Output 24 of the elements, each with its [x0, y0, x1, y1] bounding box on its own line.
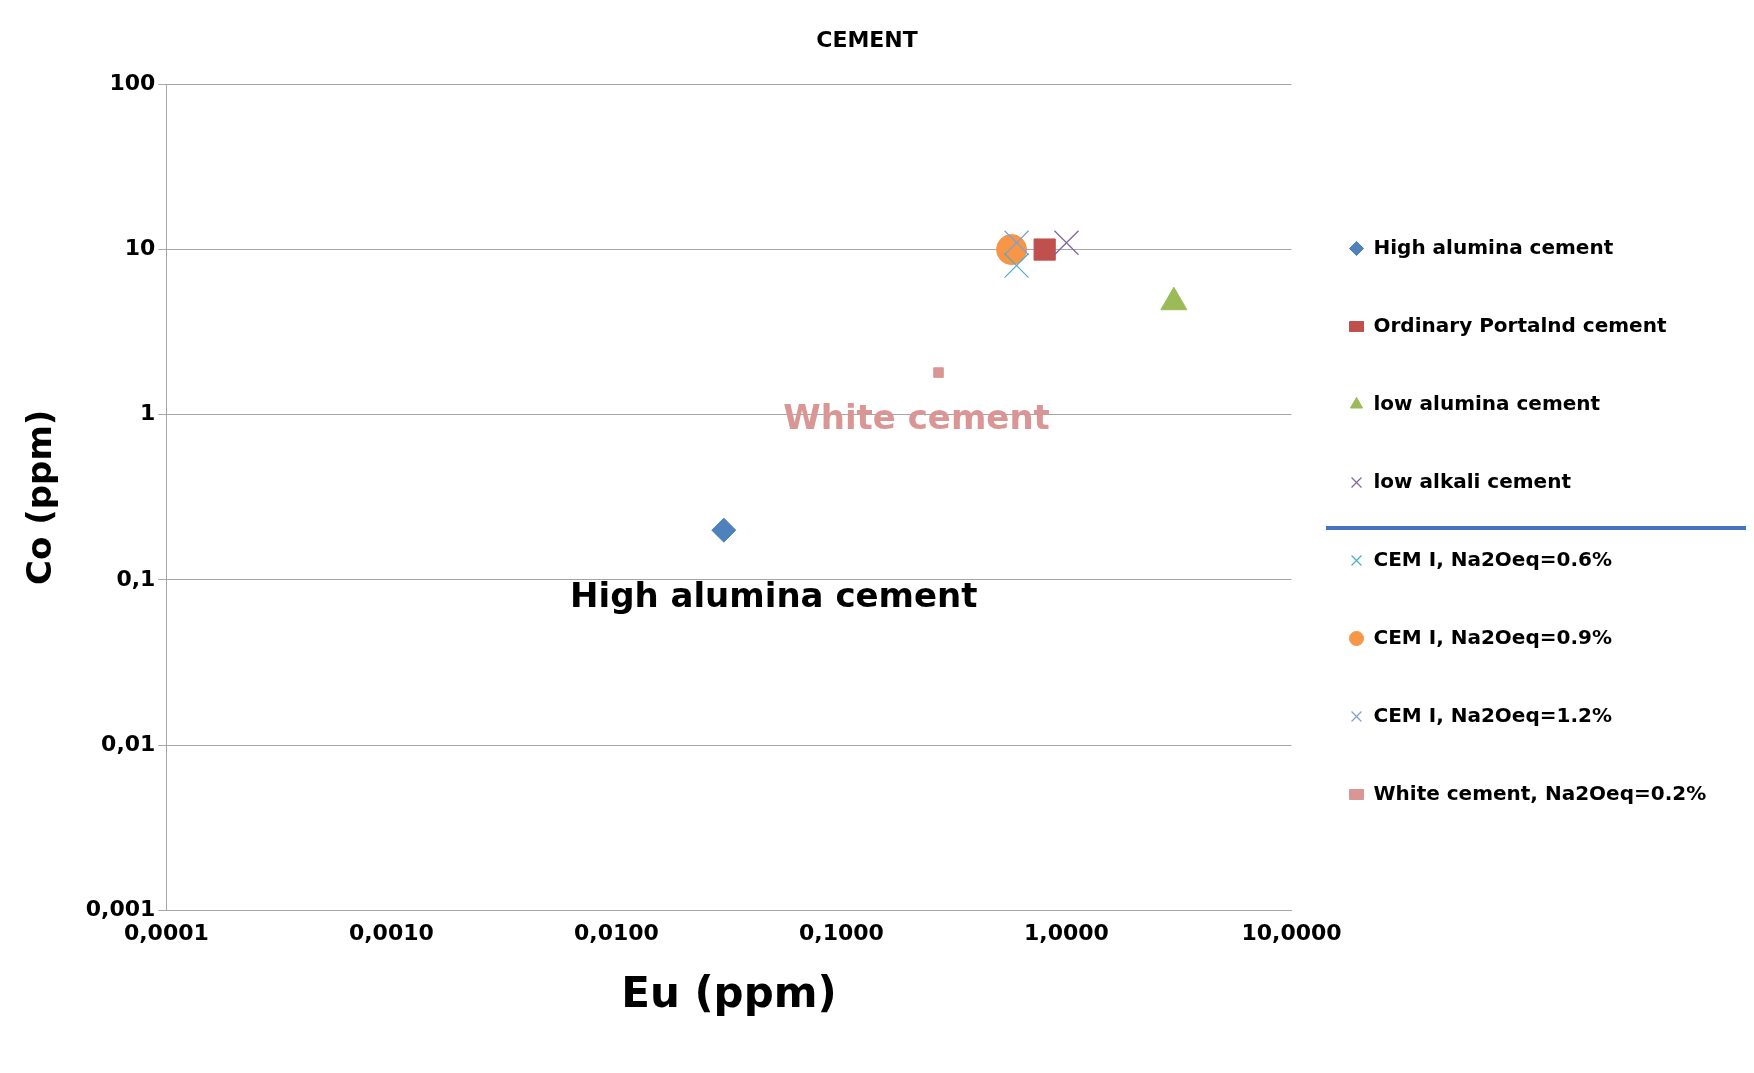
y-tick-label: 10: [124, 235, 156, 261]
y-tick-label: 0,01: [101, 730, 156, 756]
x-tick-label: 10,0000: [1241, 920, 1342, 946]
annotation: High alumina cement: [570, 574, 978, 615]
x-axis-title: Eu (ppm): [621, 967, 837, 1017]
y-axis-title: Co (ppm): [19, 409, 60, 585]
legend-label: White cement, Na2Oeq=0.2%: [1373, 780, 1707, 805]
legend-label: High alumina cement: [1373, 234, 1614, 259]
chart-title: CEMENT: [816, 26, 918, 52]
legend-label: Ordinary Portalnd cement: [1373, 312, 1667, 337]
legend-label: low alumina cement: [1373, 390, 1601, 415]
x-tick-label: 0,1000: [799, 920, 884, 946]
legend-label: low alkali cement: [1373, 468, 1572, 493]
x-tick-label: 0,0001: [123, 920, 209, 946]
legend-label: CEM I, Na2Oeq=1.2%: [1373, 702, 1612, 727]
y-tick-label: 100: [109, 70, 156, 96]
legend-label: CEM I, Na2Oeq=0.9%: [1373, 624, 1612, 649]
legend-label: CEM I, Na2Oeq=0.6%: [1373, 546, 1612, 571]
x-tick-label: 1,0000: [1024, 920, 1109, 946]
y-tick-label: 1: [140, 400, 156, 426]
y-tick-label: 0,001: [85, 895, 156, 921]
x-tick-label: 0,0100: [573, 920, 659, 946]
x-tick-label: 0,0010: [348, 920, 434, 946]
y-tick-label: 0,1: [116, 565, 156, 591]
